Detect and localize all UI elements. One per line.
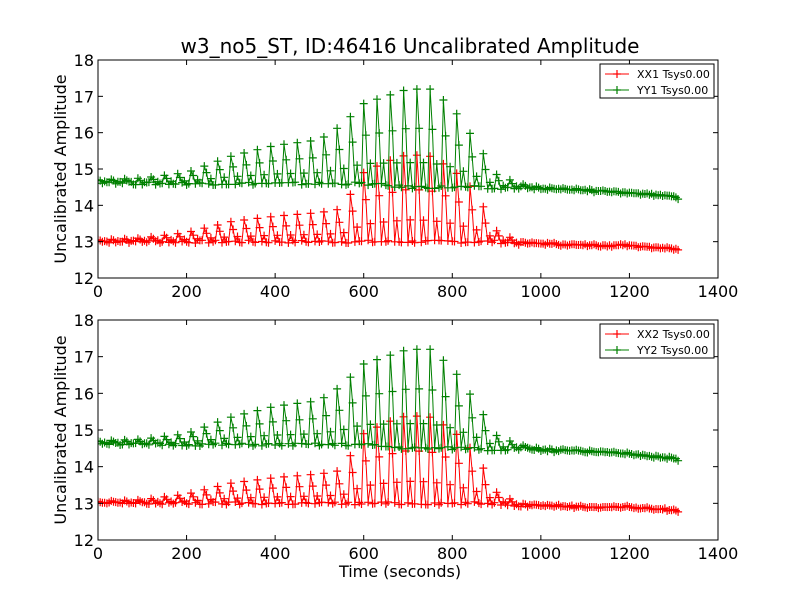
- y-tick-label: 14: [74, 458, 94, 477]
- x-tick-label: 0: [93, 544, 103, 563]
- x-tick-label: 1400: [698, 544, 739, 563]
- legend-marker: [613, 346, 621, 354]
- y-tick-label: 14: [74, 196, 94, 215]
- x-tick-label: 400: [260, 544, 291, 563]
- y-axis-label: Uncalibrated Amplitude: [51, 335, 70, 524]
- y-tick-label: 12: [74, 269, 94, 288]
- subplot-top: 0 200 400 600 800 1000 1200 1400 12 13 14 15 16 17 18U…: [51, 51, 738, 301]
- series-markers: [98, 345, 683, 465]
- legend-label: XX1 Tsys0.00: [637, 68, 710, 81]
- y-tick-label: 16: [74, 124, 94, 143]
- legend-label: XX2 Tsys0.00: [637, 328, 710, 341]
- y-tick-label: 17: [74, 348, 94, 367]
- subplot-bottom: 0 200 400 600 800 1000 1200 1400 12 13 14 15 16 17 18U…: [51, 311, 738, 581]
- legend-marker: [613, 330, 621, 338]
- x-tick-label: 1000: [520, 544, 561, 563]
- x-tick-label: 1200: [609, 282, 650, 301]
- y-axis-label: Uncalibrated Amplitude: [51, 74, 70, 263]
- x-tick-label: 0: [93, 282, 103, 301]
- legend-box: [599, 323, 715, 359]
- x-tick-label: 1200: [609, 544, 650, 563]
- legend: XX1 Tsys0.00 YY1 Tsys0.00: [599, 63, 715, 99]
- series-markers: [98, 151, 683, 254]
- y-tick-label: 18: [74, 311, 94, 330]
- y-tick-label: 17: [74, 87, 94, 106]
- figure-title: w3_no5_ST, ID:46416 Uncalibrated Amplitu…: [181, 34, 640, 58]
- x-tick-label: 200: [171, 544, 202, 563]
- y-tick-label: 12: [74, 531, 94, 550]
- x-tick-label: 600: [348, 282, 379, 301]
- legend-label: YY1 Tsys0.00: [636, 84, 708, 97]
- legend-marker: [613, 70, 621, 78]
- legend-box: [599, 63, 715, 99]
- series-xx-2: [98, 412, 683, 516]
- x-tick-label: 600: [348, 544, 379, 563]
- y-tick-label: 16: [74, 384, 94, 403]
- x-tick-label: 800: [437, 544, 468, 563]
- legend-label: YY2 Tsys0.00: [636, 344, 708, 357]
- y-tick-label: 18: [74, 51, 94, 70]
- x-tick-label: 200: [171, 282, 202, 301]
- y-tick-label: 13: [74, 494, 94, 513]
- legend-marker: [613, 86, 621, 94]
- x-tick-label: 400: [260, 282, 291, 301]
- y-tick-label: 15: [74, 160, 94, 179]
- series-xx-1: [98, 151, 683, 254]
- legend: XX2 Tsys0.00 YY2 Tsys0.00: [599, 323, 715, 359]
- x-tick-label: 1400: [698, 282, 739, 301]
- x-tick-label: 800: [437, 282, 468, 301]
- series-yy-2: [98, 345, 683, 465]
- y-tick-label: 13: [74, 233, 94, 252]
- series-markers: [98, 85, 683, 204]
- x-axis-label: Time (seconds): [338, 562, 461, 581]
- series-yy-1: [98, 85, 683, 204]
- series-markers: [98, 412, 683, 516]
- y-tick-label: 15: [74, 421, 94, 440]
- x-tick-label: 1000: [520, 282, 561, 301]
